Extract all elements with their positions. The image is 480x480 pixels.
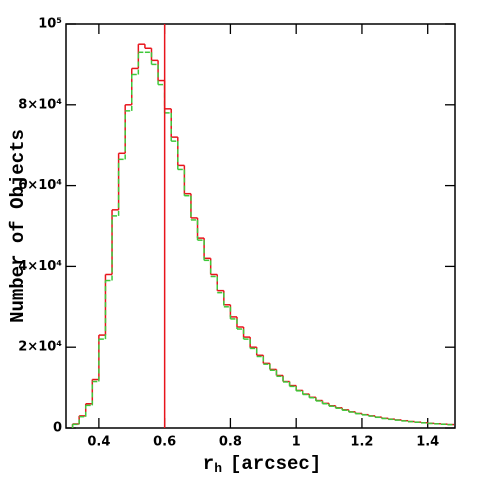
x-tick-label: 0.6 [153,435,176,450]
y-tick-label: 10⁵ [38,17,62,32]
y-tick-label: 2×10⁴ [18,340,62,355]
x-tick-label: 1.4 [416,435,439,450]
y-tick-label: 8×10⁴ [18,97,62,112]
x-tick-label: 0.8 [219,435,242,450]
y-axis-label: Number of Objects [7,129,29,323]
x-label-sub: h [214,461,222,476]
x-tick-label: 1 [292,435,301,450]
x-label-main: r [203,453,214,475]
plot-frame [65,23,456,429]
y-tick-label: 4×10⁴ [18,259,62,274]
x-tick-label: 1.2 [350,435,373,450]
x-label-unit: [arcsec] [230,453,321,475]
x-tick-label: 0.4 [87,435,110,450]
y-tick-label: 6×10⁴ [18,178,62,193]
y-tick-label: 0 [53,421,62,436]
x-axis-label: rh [arcsec] [203,453,321,476]
